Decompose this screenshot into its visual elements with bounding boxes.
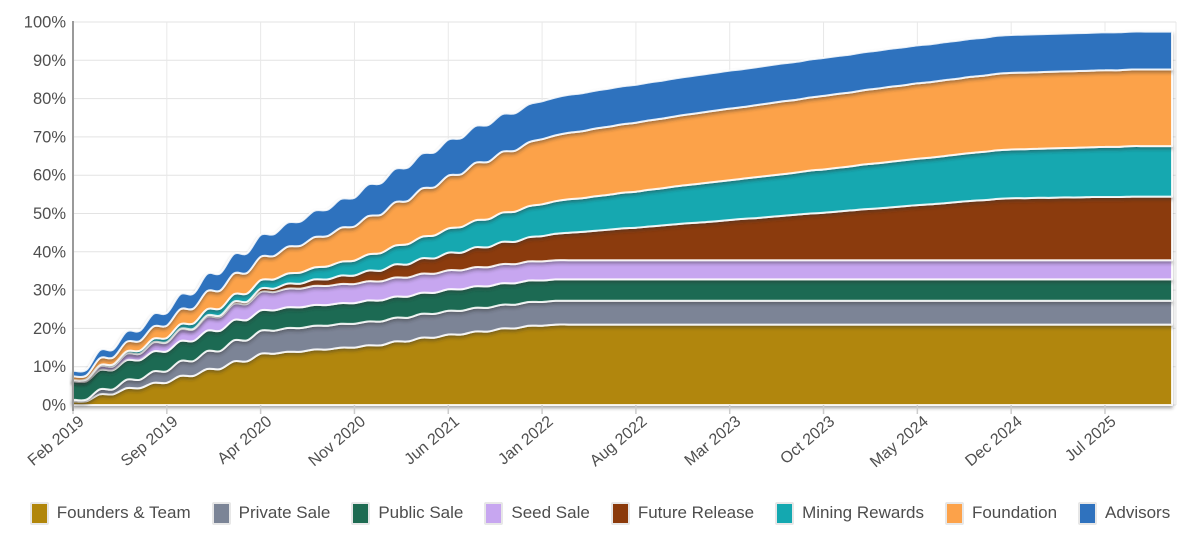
- stacked-areas: [72, 30, 1173, 406]
- x-axis-tick-label: Oct 2023: [777, 413, 838, 468]
- legend-swatch-founders-team: [29, 501, 49, 525]
- legend-label: Seed Sale: [511, 503, 590, 522]
- x-axis-tick-label: Mar 2023: [682, 413, 745, 470]
- legend-swatch-private-sale: [211, 501, 231, 525]
- y-axis-tick-label: 0%: [42, 397, 66, 415]
- legend-item-public-sale[interactable]: Public Sale: [351, 501, 464, 525]
- x-axis-tick-label: Jan 2022: [495, 413, 556, 468]
- x-axis-tick-label: Jul 2025: [1062, 413, 1119, 465]
- y-axis-tick-label: 90%: [33, 52, 66, 70]
- legend-item-advisors[interactable]: Advisors: [1078, 501, 1171, 525]
- legend-item-foundation[interactable]: Foundation: [944, 501, 1058, 525]
- y-axis-tick-label: 40%: [33, 243, 66, 261]
- y-axis-tick-label: 10%: [33, 358, 66, 376]
- y-axis-tick-label: 20%: [33, 320, 66, 338]
- legend-swatch-future-release: [610, 501, 630, 525]
- x-axis-tick-label: Feb 2019: [25, 413, 88, 470]
- x-axis-tick-label: Jun 2021: [401, 413, 462, 468]
- y-axis-tick-label: 50%: [33, 205, 66, 223]
- legend-swatch-seed-sale: [484, 501, 504, 525]
- area-series-advisors[interactable]: [72, 30, 1173, 379]
- legend-label: Foundation: [971, 503, 1058, 522]
- y-axis-tick-label: 30%: [33, 282, 66, 300]
- x-axis-tick-label: Sep 2019: [118, 413, 181, 470]
- vesting-area-chart: 0% 10% 20% 30% 40% 50% 60% 70% 80% 90% 100% Feb 201…: [24, 14, 1177, 471]
- chart-area: 0% 10% 20% 30% 40% 50% 60% 70% 80% 90% 100% Feb 201…: [24, 14, 1177, 471]
- x-axis-tick-label: Nov 2020: [306, 413, 369, 470]
- legend-swatch-advisors: [1078, 501, 1098, 525]
- x-axis-tick-label: Aug 2022: [587, 413, 650, 470]
- y-axis-tick-label: 80%: [33, 90, 66, 108]
- y-axis-tick-label: 100%: [24, 14, 67, 32]
- legend-swatch-mining-rewards: [775, 501, 795, 525]
- legend-label: Private Sale: [238, 503, 331, 522]
- legend-swatch-public-sale: [351, 501, 371, 525]
- legend-item-private-sale[interactable]: Private Sale: [211, 501, 331, 525]
- legend-label: Founders & Team: [56, 503, 191, 522]
- legend-label: Public Sale: [378, 503, 464, 522]
- y-axis-tick-label: 70%: [33, 128, 66, 146]
- x-axis-tick-label: Dec 2024: [962, 413, 1025, 470]
- legend-item-future-release[interactable]: Future Release: [610, 501, 755, 525]
- y-axis-tick-label: 60%: [33, 167, 66, 185]
- legend-label: Mining Rewards: [802, 503, 924, 522]
- legend-item-seed-sale[interactable]: Seed Sale: [484, 501, 590, 525]
- legend-swatch-foundation: [944, 501, 964, 525]
- legend-label: Advisors: [1105, 503, 1171, 522]
- legend-label: Future Release: [637, 503, 755, 522]
- x-axis-tick-label: May 2024: [867, 413, 932, 471]
- x-axis-tick-label: Apr 2020: [215, 413, 276, 468]
- legend-item-mining-rewards[interactable]: Mining Rewards: [775, 501, 924, 525]
- chart-legend: Founders & Team Private Sale Public Sale Se…: [0, 495, 1200, 531]
- legend-item-founders-team[interactable]: Founders & Team: [29, 501, 191, 525]
